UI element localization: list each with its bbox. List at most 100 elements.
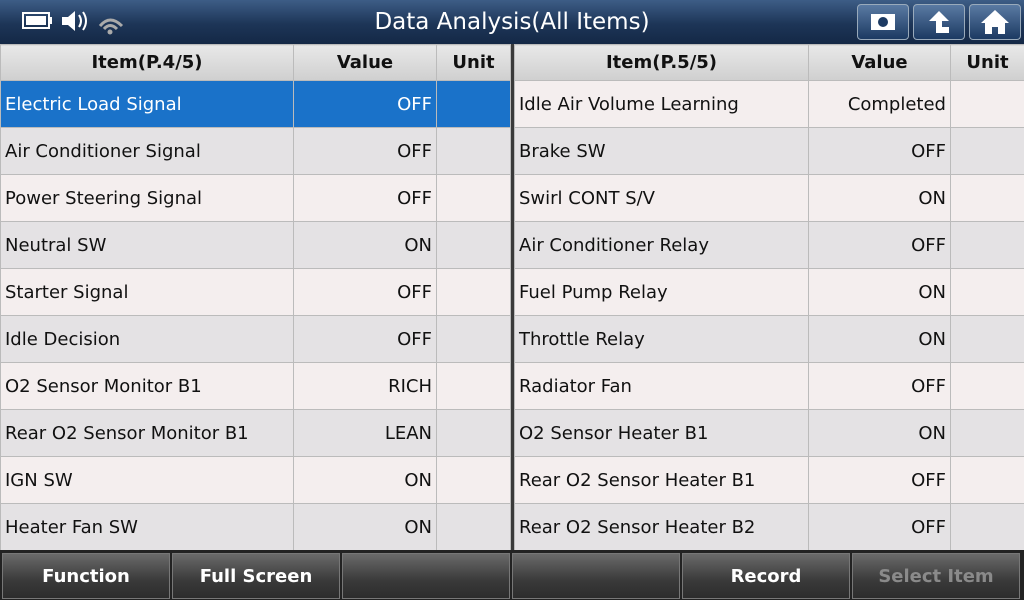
data-area: Item(P.4/5) Value Unit Electric Load Signal… bbox=[0, 44, 1024, 551]
data-row[interactable]: Power Steering Signal OFF bbox=[0, 174, 511, 222]
unit-cell bbox=[950, 409, 1024, 457]
data-row[interactable]: Air Conditioner Relay OFF bbox=[514, 221, 1024, 269]
back-button[interactable] bbox=[913, 4, 965, 40]
data-row[interactable]: Rear O2 Sensor Monitor B1 LEAN bbox=[0, 409, 511, 457]
data-row[interactable]: Idle Air Volume Learning Completed bbox=[514, 80, 1024, 128]
item-cell: Throttle Relay bbox=[514, 315, 809, 363]
value-cell: OFF bbox=[808, 456, 951, 504]
data-row[interactable]: Electric Load Signal OFF bbox=[0, 80, 511, 128]
empty-button bbox=[512, 553, 680, 599]
data-row[interactable]: O2 Sensor Heater B1 ON bbox=[514, 409, 1024, 457]
value-cell: ON bbox=[293, 456, 437, 504]
unit-cell bbox=[950, 315, 1024, 363]
data-row[interactable]: Air Conditioner Signal OFF bbox=[0, 127, 511, 175]
value-cell: OFF bbox=[808, 221, 951, 269]
value-cell: OFF bbox=[808, 127, 951, 175]
data-row[interactable]: Rear O2 Sensor Heater B2 OFF bbox=[514, 503, 1024, 551]
unit-cell bbox=[436, 221, 511, 269]
item-cell: O2 Sensor Monitor B1 bbox=[0, 362, 294, 410]
column-header: Item(P.5/5) bbox=[514, 44, 809, 81]
unit-cell bbox=[436, 127, 511, 175]
status-icons bbox=[22, 11, 124, 35]
data-table: Item(P.4/5) Value Unit Electric Load Signal… bbox=[0, 44, 511, 551]
item-cell: IGN SW bbox=[0, 456, 294, 504]
item-cell: Radiator Fan bbox=[514, 362, 809, 410]
unit-cell bbox=[436, 315, 511, 363]
item-cell: Neutral SW bbox=[0, 221, 294, 269]
title-bar: Data Analysis(All Items) bbox=[0, 0, 1024, 44]
item-cell: Rear O2 Sensor Monitor B1 bbox=[0, 409, 294, 457]
unit-cell bbox=[436, 362, 511, 410]
unit-cell bbox=[950, 80, 1024, 128]
item-cell: Starter Signal bbox=[0, 268, 294, 316]
header-row: Item(P.5/5) Value Unit bbox=[514, 44, 1024, 81]
value-cell: ON bbox=[808, 174, 951, 222]
item-cell: Fuel Pump Relay bbox=[514, 268, 809, 316]
data-row[interactable]: Fuel Pump Relay ON bbox=[514, 268, 1024, 316]
screenshot-button[interactable] bbox=[857, 4, 909, 40]
full-screen-button[interactable]: Full Screen bbox=[172, 553, 340, 599]
column-header: Item(P.4/5) bbox=[0, 44, 294, 81]
item-cell: Idle Decision bbox=[0, 315, 294, 363]
data-row[interactable]: Swirl CONT S/V ON bbox=[514, 174, 1024, 222]
value-cell: OFF bbox=[293, 268, 437, 316]
item-cell: Electric Load Signal bbox=[0, 80, 294, 128]
item-cell: Air Conditioner Relay bbox=[514, 221, 809, 269]
value-cell: ON bbox=[808, 268, 951, 316]
column-header: Unit bbox=[950, 44, 1024, 81]
select-item-button: Select Item bbox=[852, 553, 1020, 599]
value-cell: ON bbox=[293, 503, 437, 551]
empty-button bbox=[342, 553, 510, 599]
item-cell: Rear O2 Sensor Heater B2 bbox=[514, 503, 809, 551]
item-cell: Brake SW bbox=[514, 127, 809, 175]
unit-cell bbox=[950, 362, 1024, 410]
column-header: Value bbox=[293, 44, 437, 81]
data-row[interactable]: Idle Decision OFF bbox=[0, 315, 511, 363]
value-cell: OFF bbox=[293, 127, 437, 175]
data-row[interactable]: Heater Fan SW ON bbox=[0, 503, 511, 551]
unit-cell bbox=[950, 127, 1024, 175]
record-button[interactable]: Record bbox=[682, 553, 850, 599]
unit-cell bbox=[436, 456, 511, 504]
unit-cell bbox=[950, 503, 1024, 551]
value-cell: OFF bbox=[293, 80, 437, 128]
item-cell: Idle Air Volume Learning bbox=[514, 80, 809, 128]
data-row[interactable]: Rear O2 Sensor Heater B1 OFF bbox=[514, 456, 1024, 504]
unit-cell bbox=[950, 221, 1024, 269]
value-cell: RICH bbox=[293, 362, 437, 410]
value-cell: OFF bbox=[808, 503, 951, 551]
value-cell: ON bbox=[808, 409, 951, 457]
column-header: Unit bbox=[436, 44, 511, 81]
value-cell: OFF bbox=[293, 174, 437, 222]
header-row: Item(P.4/5) Value Unit bbox=[0, 44, 511, 81]
data-row[interactable]: Neutral SW ON bbox=[0, 221, 511, 269]
value-cell: LEAN bbox=[293, 409, 437, 457]
unit-cell bbox=[436, 409, 511, 457]
data-row[interactable]: Starter Signal OFF bbox=[0, 268, 511, 316]
item-cell: Swirl CONT S/V bbox=[514, 174, 809, 222]
data-row[interactable]: Radiator Fan OFF bbox=[514, 362, 1024, 410]
item-cell: Power Steering Signal bbox=[0, 174, 294, 222]
data-row[interactable]: Brake SW OFF bbox=[514, 127, 1024, 175]
unit-cell bbox=[436, 174, 511, 222]
value-cell: Completed bbox=[808, 80, 951, 128]
value-cell: OFF bbox=[293, 315, 437, 363]
data-row[interactable]: O2 Sensor Monitor B1 RICH bbox=[0, 362, 511, 410]
data-table: Item(P.5/5) Value Unit Idle Air Volume Lear… bbox=[514, 44, 1024, 551]
item-cell: O2 Sensor Heater B1 bbox=[514, 409, 809, 457]
item-cell: Air Conditioner Signal bbox=[0, 127, 294, 175]
item-cell: Heater Fan SW bbox=[0, 503, 294, 551]
item-cell: Rear O2 Sensor Heater B1 bbox=[514, 456, 809, 504]
value-cell: OFF bbox=[808, 362, 951, 410]
title: Data Analysis(All Items) bbox=[374, 9, 650, 35]
value-cell: ON bbox=[293, 221, 437, 269]
unit-cell bbox=[950, 268, 1024, 316]
data-row[interactable]: Throttle Relay ON bbox=[514, 315, 1024, 363]
data-row[interactable]: IGN SW ON bbox=[0, 456, 511, 504]
function-button[interactable]: Function bbox=[2, 553, 170, 599]
home-button[interactable] bbox=[969, 4, 1021, 40]
unit-cell bbox=[950, 174, 1024, 222]
unit-cell bbox=[950, 456, 1024, 504]
value-cell: ON bbox=[808, 315, 951, 363]
